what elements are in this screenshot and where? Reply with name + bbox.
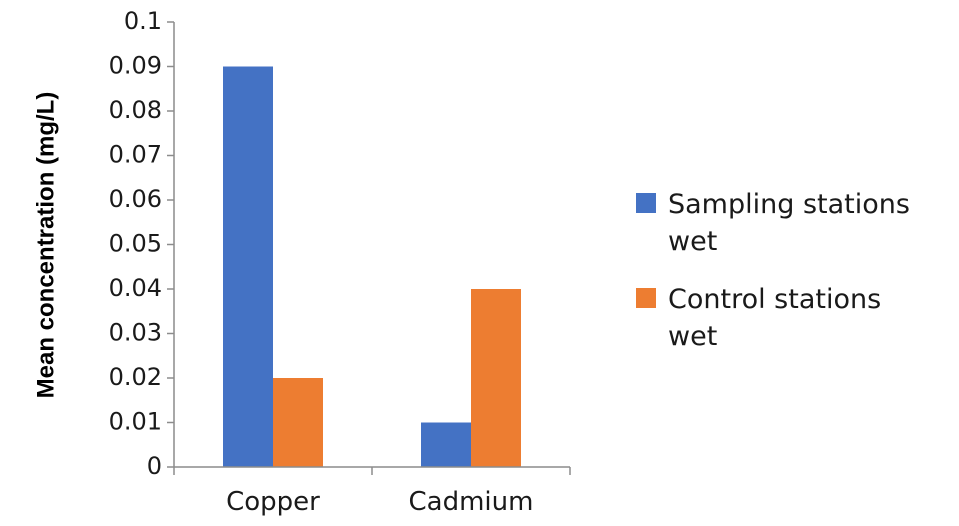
- legend: Sampling stations wet Control stations wet: [636, 189, 910, 352]
- y-tick-label: 0.01: [109, 408, 162, 436]
- y-tick-label: 0.04: [109, 274, 162, 302]
- legend-swatch: [636, 288, 656, 308]
- legend-label: wet: [668, 321, 717, 352]
- bar-cadmium-series-1: [421, 422, 471, 467]
- y-tick-label: 0.1: [124, 7, 162, 35]
- y-tick-label: 0.02: [109, 363, 162, 391]
- legend-swatch: [636, 193, 656, 213]
- bar-cadmium-series-2: [471, 289, 521, 467]
- x-category-label: Cadmium: [409, 487, 534, 517]
- y-tick-label: 0.07: [109, 141, 162, 169]
- y-tick-label: 0.09: [109, 52, 162, 80]
- y-axis-title: Mean concentration (mg/L): [32, 92, 59, 399]
- x-category-label: Copper: [226, 487, 320, 517]
- legend-label: Sampling stations: [668, 189, 910, 220]
- x-axis: Copper Cadmium: [173, 466, 571, 517]
- bar-copper-series-1: [223, 66, 273, 467]
- y-axis-ticks: 0 0.01 0.02 0.03 0.04 0.05 0.06 0.07 0.08 0.09 0.1: [109, 7, 175, 480]
- y-tick-label: 0.06: [109, 185, 162, 213]
- y-tick-label: 0.08: [109, 96, 162, 124]
- y-tick-label: 0.05: [109, 230, 162, 258]
- legend-label: Control stations: [668, 284, 881, 315]
- bars-group: [223, 66, 521, 467]
- bar-copper-series-2: [273, 378, 323, 467]
- y-tick-label: 0: [147, 452, 162, 480]
- legend-label: wet: [668, 226, 717, 257]
- y-tick-label: 0.03: [109, 319, 162, 347]
